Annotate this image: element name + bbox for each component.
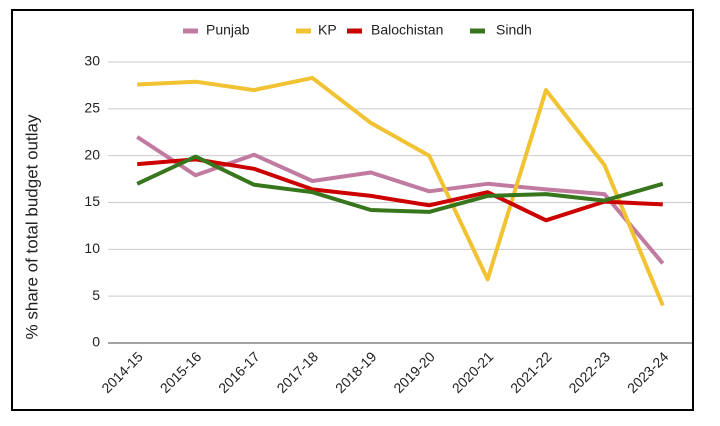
legend-label: Balochistan [371,22,443,38]
x-tick-label: 2019-20 [390,348,438,396]
x-tick-label: 2023-24 [624,348,672,396]
series-line [136,154,664,214]
x-tick-label: 2017-18 [273,348,321,396]
y-tick-label: 20 [84,146,100,162]
y-tick-label: 30 [84,53,100,69]
legend-label: Sindh [496,22,532,38]
x-tick-label: 2016-17 [215,348,263,396]
x-tick-label: 2018-19 [332,348,380,396]
y-tick-label: 5 [92,287,100,303]
x-tick-label: 2021-22 [507,348,555,396]
y-tick-label: 0 [92,334,100,350]
legend-label: KP [318,22,337,38]
y-tick-label: 25 [84,100,100,116]
x-tick-label: 2014-15 [98,348,146,396]
legend-label: Punjab [206,22,250,38]
x-tick-label: 2015-16 [157,348,205,396]
series-line [137,75,665,307]
series-line [137,157,663,223]
y-axis-label: % share of total budget outlay [22,114,41,339]
x-tick-label: 2020-21 [449,348,497,396]
y-tick-label: 15 [84,193,100,209]
frame [11,9,694,411]
y-tick-label: 10 [84,240,100,256]
x-tick-label: 2022-23 [565,348,613,396]
